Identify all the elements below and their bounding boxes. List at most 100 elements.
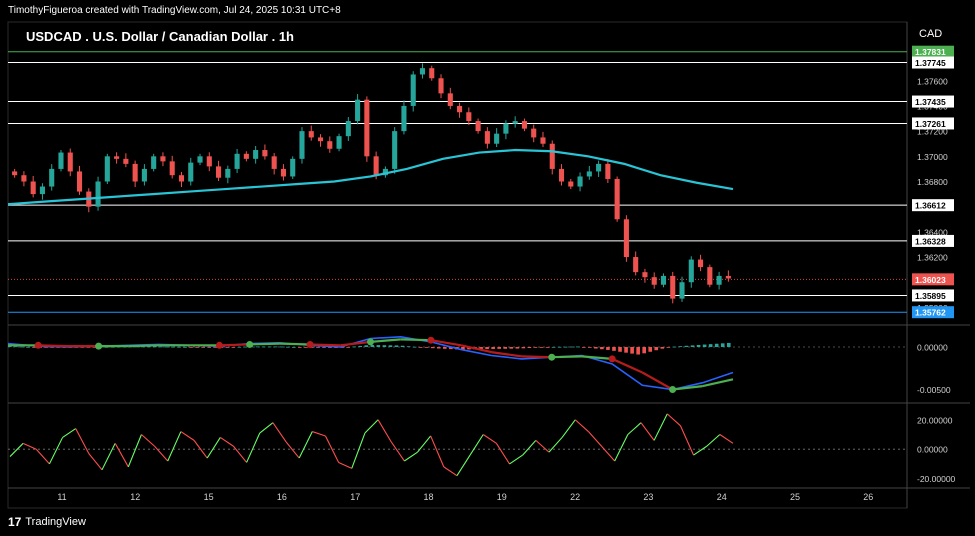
candle-body (725, 275, 731, 279)
macd-histogram-bar (322, 347, 326, 348)
candle-body (558, 168, 565, 182)
macd-signal-segment (400, 338, 431, 342)
candle-body (466, 112, 472, 122)
macd-histogram-bar (376, 345, 381, 347)
oscillator-segment (48, 437, 64, 465)
macd-cross-marker (95, 342, 103, 350)
macd-histogram-bar (449, 347, 453, 350)
oscillator-segment (469, 434, 484, 456)
macd-histogram-bar (660, 347, 665, 349)
macd-signal-segment (581, 355, 613, 360)
macd-histogram-bar (316, 347, 320, 348)
oscillator-segment (338, 461, 353, 469)
macd-histogram-bar (140, 346, 145, 348)
x-tick-label: 25 (790, 492, 800, 502)
macd-histogram-bar (612, 347, 616, 351)
macd-signal-segment (551, 355, 582, 359)
macd-histogram-bar (279, 346, 284, 348)
macd-histogram-bar (352, 346, 356, 348)
oscillator-segment (430, 435, 445, 468)
macd-histogram-bar (491, 347, 495, 349)
level-label-bg (912, 95, 954, 108)
macd-histogram-bar (261, 346, 266, 348)
macd-histogram-bar (430, 347, 435, 349)
macd-histogram-bar (630, 347, 634, 354)
x-tick-label: 11 (57, 492, 66, 502)
oscillator-segment (614, 434, 629, 462)
x-tick-label: 16 (277, 492, 287, 502)
level-label: 1.35895 (915, 291, 946, 301)
candle-body (512, 121, 518, 124)
macd-histogram-bar (600, 347, 604, 350)
symbol-title[interactable]: USDCAD . U.S. Dollar / Canadian Dollar .… (26, 29, 294, 44)
level-label-bg (912, 306, 954, 319)
candle-body (679, 282, 685, 299)
oscillator-segment (443, 466, 458, 477)
osc-tick-label: 20.00000 (917, 415, 953, 425)
macd-histogram-bar (485, 347, 489, 350)
candle-body (262, 150, 268, 157)
oscillator-segment (390, 441, 405, 462)
oscillator-segment (548, 437, 563, 453)
oscillator-segment (141, 434, 155, 447)
candle-body (484, 131, 490, 144)
level-label: 1.36328 (915, 236, 946, 246)
candle-body (95, 181, 101, 207)
candle-body (308, 131, 314, 138)
macd-histogram-bar (20, 346, 24, 348)
candle-body (651, 277, 657, 285)
candle-body (327, 141, 333, 149)
macd-histogram-bar (195, 347, 199, 348)
candle-body (494, 133, 500, 144)
candle-body (364, 99, 370, 157)
candle-body (429, 68, 435, 79)
tradingview-logo-icon: 17 (8, 515, 22, 529)
macd-histogram-bar (545, 347, 550, 348)
oscillator-segment (404, 451, 418, 462)
macd-histogram-bar (304, 347, 308, 348)
macd-histogram-bar (50, 347, 54, 348)
oscillator-segment (259, 422, 274, 434)
candle-body (419, 68, 426, 75)
macd-histogram-bar (14, 346, 18, 348)
x-tick-label: 24 (717, 492, 727, 502)
candle-body (382, 168, 388, 176)
level-label-bg (912, 56, 954, 69)
candle-body (141, 168, 147, 182)
oscillator-segment (495, 443, 510, 465)
macd-cross-marker (246, 340, 254, 348)
oscillator-segment (509, 454, 523, 465)
macd-histogram-bar (388, 345, 393, 347)
oscillator-segment (364, 419, 379, 434)
candle-body (531, 128, 537, 138)
macd-histogram-bar (654, 347, 659, 351)
macd-histogram-bar (539, 347, 544, 348)
osc-tick-label: -20.00000 (917, 474, 956, 484)
oscillator-segment (587, 431, 602, 447)
macd-histogram-bar (358, 345, 363, 347)
candle-body (373, 156, 379, 176)
level-label-bg (912, 45, 954, 58)
level-label-bg (912, 117, 954, 130)
macd-histogram-bar (273, 346, 278, 348)
macd-histogram-bar (340, 347, 344, 348)
macd-histogram-bar (672, 346, 677, 348)
candle-body (623, 219, 629, 258)
macd-histogram-bar (557, 346, 562, 348)
footer-brand[interactable]: 17 TradingView (8, 515, 86, 529)
oscillator-segment (75, 428, 90, 454)
macd-histogram-bar (26, 346, 30, 348)
y-tick-label: 1.36200 (917, 253, 948, 263)
macd-signal-segment (128, 344, 160, 348)
candle-body (698, 259, 704, 268)
candle-body (206, 156, 212, 167)
candle-body (169, 161, 175, 176)
y-tick-label: 1.36400 (917, 227, 948, 237)
macd-histogram-bar (720, 343, 725, 347)
candle-body (614, 178, 620, 220)
macd-histogram-bar (648, 347, 653, 352)
oscillator-segment (272, 422, 287, 443)
candle-body (633, 257, 639, 273)
oscillator-segment (233, 445, 248, 463)
